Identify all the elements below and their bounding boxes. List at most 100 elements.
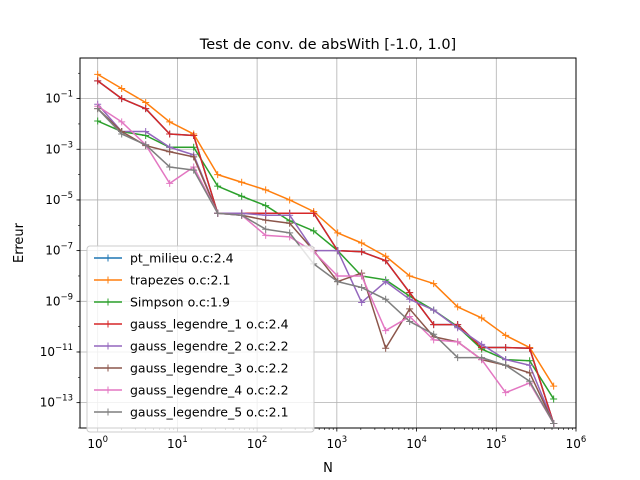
data-point-marker <box>502 344 510 352</box>
data-point-marker <box>166 118 174 126</box>
data-point-marker <box>262 231 270 239</box>
y-tick-label: 10−3 <box>45 140 73 156</box>
axis-ticks: 100 101 102 103 104 105 106 10−1 10−3 10−5 10−7 10−… <box>40 72 587 451</box>
data-point-marker <box>358 298 366 306</box>
data-point-marker <box>214 209 222 217</box>
y-tick-label: 10−7 <box>45 242 73 258</box>
data-point-marker <box>118 85 126 93</box>
data-point-marker <box>382 278 390 286</box>
legend-label: gauss_legendre_4 o.c:2.2 <box>130 383 289 398</box>
data-point-marker <box>262 225 270 233</box>
x-tick-label: 106 <box>566 435 587 451</box>
data-point-marker <box>238 192 246 200</box>
data-point-marker <box>190 131 198 139</box>
y-tick-label: 10−13 <box>40 394 73 410</box>
data-point-marker <box>334 278 342 286</box>
data-point-marker <box>382 295 390 303</box>
data-point-marker <box>526 377 534 385</box>
data-point-marker <box>94 117 102 125</box>
legend-label: gauss_legendre_2 o.c:2.2 <box>130 339 289 354</box>
legend-label: gauss_legendre_5 o.c:2.1 <box>130 405 289 420</box>
y-tick-label: 10−11 <box>40 343 73 359</box>
legend-marker <box>104 364 112 372</box>
data-point-marker <box>166 148 174 156</box>
x-tick-label: 100 <box>87 435 108 451</box>
data-point-marker <box>166 130 174 138</box>
legend-marker <box>104 386 112 394</box>
data-point-marker <box>142 141 150 149</box>
data-point-marker <box>238 211 246 219</box>
data-point-marker <box>550 395 558 403</box>
data-point-marker <box>526 361 534 369</box>
data-point-marker <box>142 128 150 136</box>
data-point-marker <box>310 209 318 217</box>
data-point-marker <box>454 303 462 311</box>
data-point-marker <box>430 306 438 314</box>
legend-marker <box>104 320 112 328</box>
data-point-marker <box>430 321 438 329</box>
data-point-marker <box>358 248 366 256</box>
x-tick-label: 103 <box>326 435 347 451</box>
data-point-marker <box>190 153 198 161</box>
data-point-marker <box>94 105 102 113</box>
series-line <box>97 108 555 424</box>
series-line <box>97 73 555 387</box>
data-point-marker <box>382 327 390 335</box>
data-point-marker <box>526 369 534 377</box>
data-point-marker <box>286 219 294 227</box>
series-1 <box>94 70 558 390</box>
legend-label: Simpson o.c:1.9 <box>130 295 230 310</box>
y-tick-label: 10−5 <box>45 191 73 207</box>
data-point-marker <box>454 354 462 362</box>
data-point-marker <box>478 354 486 362</box>
data-point-marker <box>382 257 390 265</box>
data-point-marker <box>478 314 486 322</box>
data-point-marker <box>454 338 462 346</box>
x-tick-label: 101 <box>167 435 188 451</box>
legend-label: gauss_legendre_1 o.c:2.4 <box>130 317 289 332</box>
legend-label: pt_milieu o.c:2.4 <box>130 251 234 266</box>
data-point-marker <box>118 118 126 126</box>
series-7 <box>94 105 558 428</box>
data-point-marker <box>550 420 558 428</box>
data-point-marker <box>166 179 174 187</box>
data-point-marker <box>382 344 390 352</box>
data-point-marker <box>214 171 222 179</box>
legend-label: gauss_legendre_3 o.c:2.2 <box>130 361 289 376</box>
data-point-marker <box>190 166 198 174</box>
series-line <box>97 103 555 424</box>
data-point-marker <box>454 324 462 332</box>
legend-marker <box>104 408 112 416</box>
series-line <box>97 105 555 424</box>
legend-marker <box>104 298 112 306</box>
y-tick-label: 10−1 <box>45 90 73 106</box>
data-point-marker <box>526 344 534 352</box>
data-point-marker <box>118 130 126 138</box>
legend-marker <box>104 254 112 262</box>
series-line <box>97 120 555 400</box>
data-point-marker <box>262 186 270 194</box>
data-point-marker <box>406 295 414 303</box>
data-point-marker <box>286 211 294 219</box>
data-point-marker <box>118 95 126 103</box>
plot-frame <box>79 57 577 429</box>
data-point-marker <box>334 247 342 255</box>
data-point-marker <box>262 202 270 210</box>
data-point-marker <box>430 280 438 288</box>
x-axis-label: N <box>323 461 333 476</box>
series-lines <box>94 70 558 428</box>
data-point-marker <box>286 229 294 237</box>
x-tick-label: 102 <box>247 435 268 451</box>
data-point-marker <box>310 227 318 235</box>
legend: pt_milieu o.c:2.4 trapezes o.c:2.1 Simpson… <box>86 245 315 433</box>
data-point-marker <box>358 239 366 247</box>
data-point-marker <box>406 289 414 297</box>
y-tick-label: 10−9 <box>45 292 73 308</box>
data-point-marker <box>286 196 294 204</box>
data-point-marker <box>190 143 198 151</box>
x-tick-label: 105 <box>486 435 507 451</box>
series-line <box>97 80 555 424</box>
data-point-marker <box>262 216 270 224</box>
data-point-marker <box>406 272 414 280</box>
